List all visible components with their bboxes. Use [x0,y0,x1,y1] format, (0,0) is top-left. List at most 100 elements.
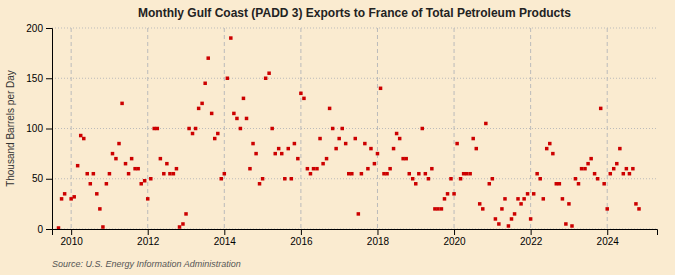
x-tick-label: 2024 [597,236,620,247]
point [124,162,128,166]
point [108,172,112,176]
x-tick: 2024 [597,229,620,247]
point [637,207,641,211]
point [127,172,131,176]
point [76,164,80,168]
point [206,56,210,60]
point [471,137,475,141]
point [408,172,412,176]
y-tick: 50 [32,173,52,184]
points [57,36,641,229]
point [465,172,469,176]
point [63,192,67,196]
point [159,157,163,161]
point [117,142,121,146]
point [615,162,619,166]
x-grid-line [300,28,301,229]
point [315,167,319,171]
point [491,177,495,181]
y-tick-label: 0 [37,224,43,235]
y-grid-line [52,28,657,29]
point [522,197,526,201]
point [229,36,233,40]
point [187,127,191,131]
point [625,167,629,171]
point [334,147,338,151]
point [503,197,507,201]
point [599,107,603,111]
y-tick: 150 [26,73,52,84]
point [318,137,322,141]
point [101,225,105,229]
point [475,147,479,151]
x-tick: 2020 [443,229,466,247]
point [152,127,156,131]
point [344,142,348,146]
point [488,182,492,186]
point [586,162,590,166]
point [321,162,325,166]
point [574,177,578,181]
point [519,202,523,206]
y-tick-label: 150 [26,73,43,84]
point [555,182,559,186]
point [216,132,220,136]
point [446,192,450,196]
point [194,127,198,131]
y-tick-mark [46,129,52,130]
point [379,87,383,91]
x-axis: 20102012201420162018202020222024 [53,229,658,247]
point [538,177,542,181]
y-tick-label: 50 [32,173,44,184]
point [513,212,517,216]
point [130,157,134,161]
point [139,182,143,186]
x-tick: 2010 [61,229,84,247]
point [254,152,258,156]
point [427,177,431,181]
point [172,172,176,176]
point [516,197,520,201]
x-tick: 2022 [520,229,543,247]
point [136,167,140,171]
y-tick-mark [46,78,52,79]
y-tick: 0 [37,224,52,235]
point [376,152,380,156]
point [462,172,466,176]
point [267,71,271,75]
x-tick-mark [531,229,532,235]
point [494,217,498,221]
y-axis: 050100150200 [26,23,52,235]
point [567,202,571,206]
point [175,167,179,171]
x-grid-line [224,28,225,229]
point [306,167,310,171]
x-tick-mark [301,229,302,235]
point [452,192,456,196]
point [235,117,239,121]
point [468,172,472,176]
point [82,137,86,141]
point [156,127,160,131]
point [628,172,632,176]
point [526,192,530,196]
point [580,167,584,171]
point [622,172,626,176]
point [500,207,504,211]
x-tick-label: 2012 [137,236,160,247]
point [360,172,364,176]
point [299,92,303,96]
point [618,147,622,151]
point [133,167,137,171]
point [589,157,593,161]
point [398,137,402,141]
point [366,167,370,171]
point [357,212,361,216]
point [436,207,440,211]
point [354,137,358,141]
point [328,107,332,111]
point [69,197,73,201]
point [404,157,408,161]
point [593,172,597,176]
point [545,147,549,151]
